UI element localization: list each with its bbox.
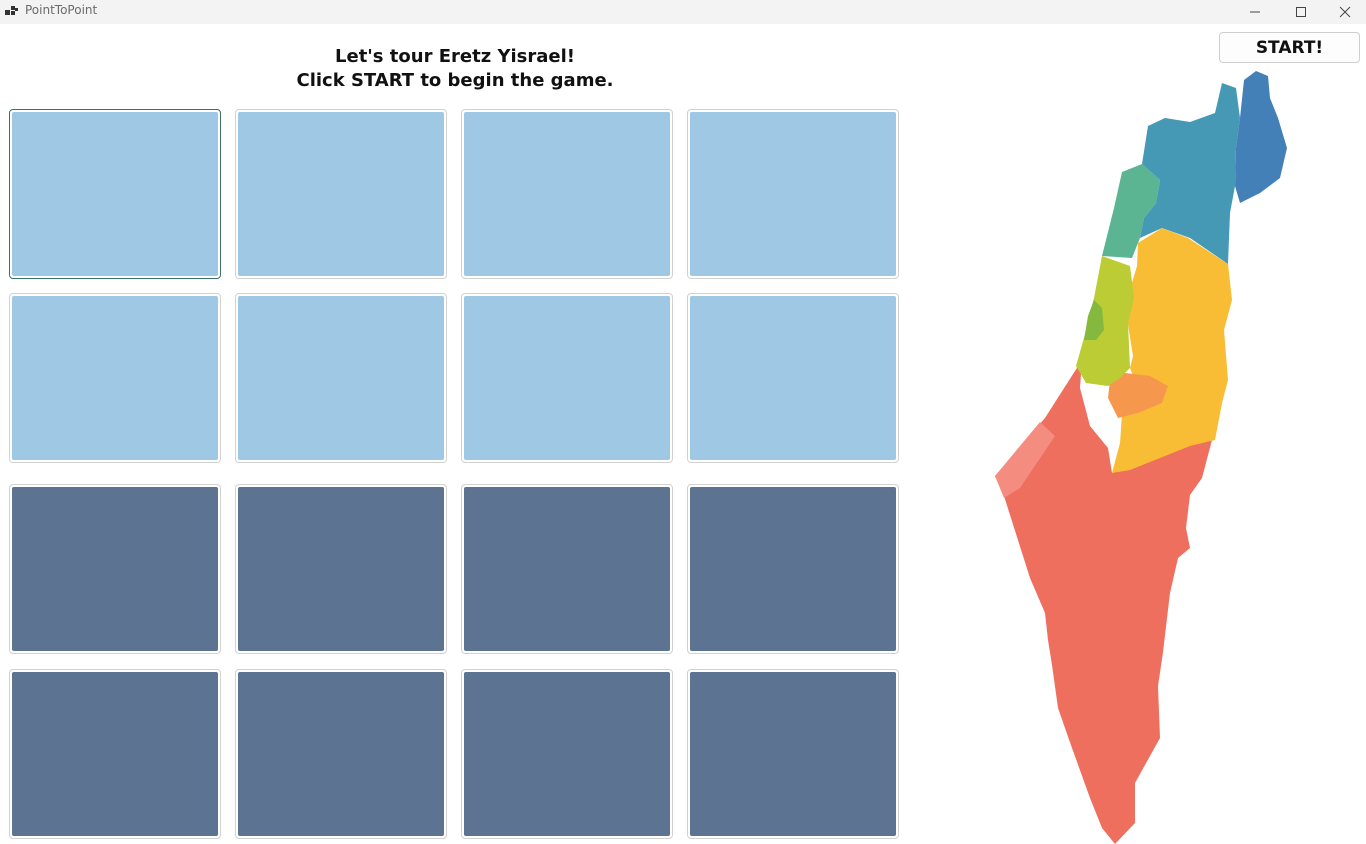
card-16[interactable] [687, 669, 899, 839]
card-face [238, 296, 444, 460]
close-icon [1339, 6, 1351, 18]
card-4[interactable] [687, 109, 899, 279]
map-region-jerusalem[interactable] [1108, 373, 1168, 418]
app-icon [5, 6, 18, 15]
card-13[interactable] [9, 669, 221, 839]
card-11[interactable] [461, 484, 673, 654]
instructions-line-2: Click START to begin the game. [296, 70, 614, 91]
card-9[interactable] [9, 484, 221, 654]
card-face [690, 487, 896, 651]
minimize-icon [1250, 11, 1260, 13]
card-face [464, 296, 670, 460]
card-face [12, 112, 218, 276]
card-face [690, 296, 896, 460]
card-15[interactable] [461, 669, 673, 839]
card-face [690, 672, 896, 836]
maximize-button[interactable] [1278, 0, 1324, 24]
card-12[interactable] [687, 484, 899, 654]
card-face [238, 672, 444, 836]
israel-map [995, 71, 1287, 844]
minimize-button[interactable] [1232, 0, 1278, 24]
card-face [464, 487, 670, 651]
card-face [238, 487, 444, 651]
map-region-judea-samaria[interactable] [1112, 228, 1232, 473]
map-region-south[interactable] [995, 360, 1212, 844]
card-face [12, 672, 218, 836]
instructions-line-1: Let's tour Eretz Yisrael! [335, 46, 575, 67]
card-2[interactable] [235, 109, 447, 279]
card-1[interactable] [9, 109, 221, 279]
card-3[interactable] [461, 109, 673, 279]
start-button[interactable]: START! [1219, 32, 1360, 63]
card-face [12, 487, 218, 651]
window-title: PointToPoint [25, 3, 98, 17]
card-face [464, 112, 670, 276]
maximize-icon [1296, 7, 1306, 17]
card-10[interactable] [235, 484, 447, 654]
card-5[interactable] [9, 293, 221, 463]
map-region-central[interactable] [1076, 256, 1134, 386]
map-region-golan[interactable] [1235, 71, 1287, 203]
map-region-gaza[interactable] [995, 422, 1055, 498]
map-region-haifa[interactable] [1102, 164, 1160, 258]
card-6[interactable] [235, 293, 447, 463]
card-face [12, 296, 218, 460]
map-region-tel-aviv[interactable] [1084, 300, 1104, 340]
close-button[interactable] [1322, 0, 1366, 24]
card-14[interactable] [235, 669, 447, 839]
card-face [690, 112, 896, 276]
instructions-heading: Let's tour Eretz Yisrael! Click START to… [250, 45, 660, 93]
card-7[interactable] [461, 293, 673, 463]
card-face [464, 672, 670, 836]
card-face [238, 112, 444, 276]
map-region-north[interactable] [1140, 83, 1240, 264]
title-bar: PointToPoint [0, 0, 1366, 24]
card-8[interactable] [687, 293, 899, 463]
